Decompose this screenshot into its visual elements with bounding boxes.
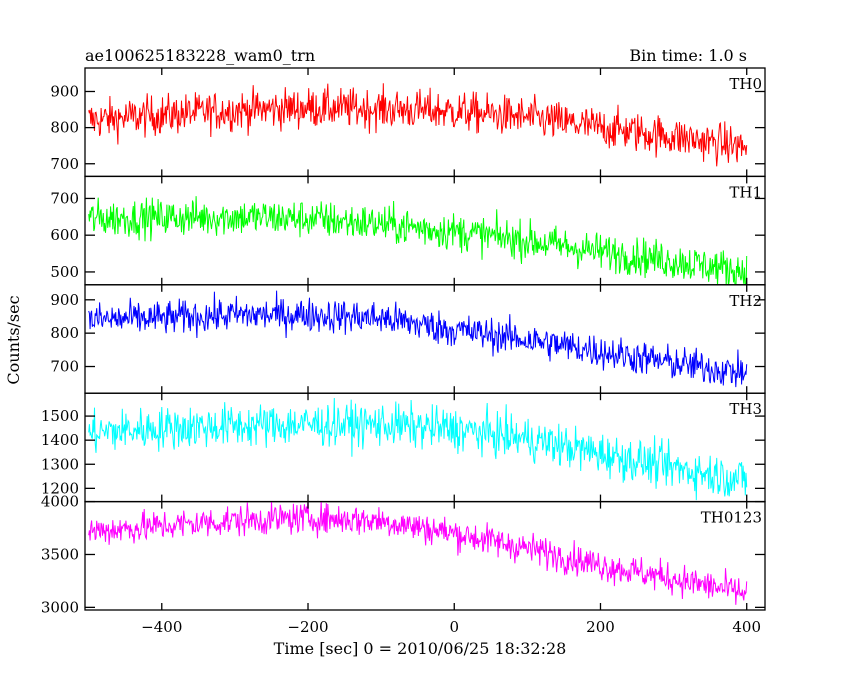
y-tick-label-th0-700: 700 <box>50 155 79 173</box>
panels-group: 700 800 900 TH0 500 600 700 TH1 700 800 900 TH2 1200… <box>41 67 766 636</box>
y-tick-label-th2-900: 900 <box>50 291 79 309</box>
series-line-th0 <box>88 83 748 167</box>
panel-label-th2: TH2 <box>729 292 762 310</box>
y-tick-label-th3-1400: 1400 <box>41 431 79 449</box>
y-tick-label-th0-900: 900 <box>50 82 79 100</box>
y-axis-label: Counts/sec <box>4 295 23 384</box>
y-tick-label-th1-500: 500 <box>50 263 79 281</box>
y-tick-label-th2-800: 800 <box>50 324 79 342</box>
y-tick-label-th3-1500: 1500 <box>41 407 79 425</box>
y-tick-label-th3-1300: 1300 <box>41 455 79 473</box>
x-tick-label-200: 200 <box>586 618 615 636</box>
y-tick-label-th3-1200: 1200 <box>41 479 79 497</box>
panel-frame-th3 <box>84 392 766 503</box>
y-tick-label-th1-700: 700 <box>50 189 79 207</box>
series-line-th2 <box>88 290 748 388</box>
panel-label-th1: TH1 <box>729 183 762 201</box>
series-line-th3 <box>88 397 748 501</box>
x-tick-label-0: 0 <box>449 618 459 636</box>
panel-label-th0123: TH0123 <box>701 509 762 527</box>
x-tick-label--400: −400 <box>141 618 182 636</box>
y-tick-label-th0123-3000: 3000 <box>41 598 79 616</box>
series-line-th1 <box>88 196 748 285</box>
y-tick-label-th0123-3500: 3500 <box>41 545 79 563</box>
series-line-th0123 <box>88 501 748 605</box>
panel-frame-th0 <box>84 67 766 178</box>
y-tick-label-th1-600: 600 <box>50 226 79 244</box>
bin-time-label: Bin time: 1.0 s <box>629 46 747 65</box>
plot-title: ae100625183228_wam0_trn <box>85 46 315 65</box>
y-tick-label-th0123-4000: 4000 <box>41 493 79 511</box>
panel-label-th0: TH0 <box>729 75 762 93</box>
y-tick-label-th2-700: 700 <box>50 358 79 376</box>
panel-label-th3: TH3 <box>729 400 762 418</box>
panel-frame-th0123 <box>84 500 766 611</box>
x-tick-label-400: 400 <box>732 618 761 636</box>
x-tick-label--200: −200 <box>287 618 328 636</box>
y-tick-label-th0-800: 800 <box>50 119 79 137</box>
panel-frame-th2 <box>84 284 766 394</box>
x-axis-label: Time [sec] 0 = 2010/06/25 18:32:28 <box>274 639 567 658</box>
